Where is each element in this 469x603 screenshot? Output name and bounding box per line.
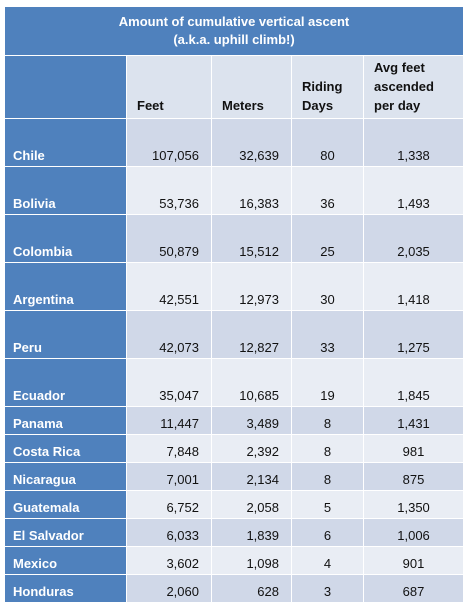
header-corner (4, 55, 127, 119)
meters-value: 2,392 (211, 434, 292, 463)
avg-feet-value: 687 (362, 574, 465, 603)
avg-feet-value: 1,845 (362, 358, 465, 407)
meters-value: 1,098 (211, 546, 292, 575)
riding-days-value: 5 (291, 490, 364, 519)
table-row: Honduras 2,060 628 3 687 (4, 574, 465, 603)
table-row: Guatemala 6,752 2,058 5 1,350 (4, 490, 465, 519)
header-days-line-2: Days (302, 98, 334, 113)
avg-feet-value: 1,431 (362, 406, 465, 435)
header-avg-line-3: per day (374, 98, 421, 113)
meters-value: 12,827 (211, 310, 292, 359)
country-name: Peru (4, 310, 127, 359)
feet-value: 50,879 (126, 214, 212, 263)
country-name: Ecuador (4, 358, 127, 407)
table-row: Costa Rica 7,848 2,392 8 981 (4, 434, 465, 463)
riding-days-value: 8 (291, 462, 364, 491)
ascent-table: Amount of cumulative vertical ascent (a.… (3, 6, 465, 603)
table-row: Ecuador 35,047 10,685 19 1,845 (4, 358, 465, 407)
country-name: Bolivia (4, 166, 127, 215)
table-row: Bolivia 53,736 16,383 36 1,493 (4, 166, 465, 215)
country-name: Guatemala (4, 490, 127, 519)
header-avg-line-2: ascended (374, 79, 434, 94)
riding-days-value: 25 (291, 214, 364, 263)
table-row: Nicaragua 7,001 2,134 8 875 (4, 462, 465, 491)
riding-days-value: 8 (291, 406, 364, 435)
country-name: Nicaragua (4, 462, 127, 491)
meters-value: 12,973 (211, 262, 292, 311)
table-row: El Salvador 6,033 1,839 6 1,006 (4, 518, 465, 547)
meters-value: 628 (211, 574, 292, 603)
country-name: Chile (4, 118, 127, 167)
riding-days-value: 36 (291, 166, 364, 215)
table-row: Argentina 42,551 12,973 30 1,418 (4, 262, 465, 311)
avg-feet-value: 1,275 (362, 310, 465, 359)
header-meters-label: Meters (222, 98, 264, 113)
feet-value: 35,047 (126, 358, 212, 407)
table-row: Panama 11,447 3,489 8 1,431 (4, 406, 465, 435)
riding-days-value: 19 (291, 358, 364, 407)
title-line-1: Amount of cumulative vertical ascent (118, 14, 350, 29)
meters-value: 16,383 (211, 166, 292, 215)
header-meters: Meters (211, 55, 292, 119)
avg-feet-value: 1,418 (362, 262, 465, 311)
country-name: Colombia (4, 214, 127, 263)
header-days-line-1: Riding (302, 79, 343, 94)
avg-feet-value: 1,350 (362, 490, 465, 519)
avg-feet-value: 2,035 (362, 214, 465, 263)
meters-value: 32,639 (211, 118, 292, 167)
header-avg-line-1: Avg feet (374, 60, 425, 75)
country-name: Costa Rica (4, 434, 127, 463)
feet-value: 2,060 (126, 574, 212, 603)
avg-feet-value: 1,493 (362, 166, 465, 215)
avg-feet-value: 875 (362, 462, 465, 491)
riding-days-value: 8 (291, 434, 364, 463)
meters-value: 10,685 (211, 358, 292, 407)
country-name: Argentina (4, 262, 127, 311)
riding-days-value: 33 (291, 310, 364, 359)
riding-days-value: 30 (291, 262, 364, 311)
meters-value: 2,134 (211, 462, 292, 491)
meters-value: 1,839 (211, 518, 292, 547)
country-name: El Salvador (4, 518, 127, 547)
table-row: Mexico 3,602 1,098 4 901 (4, 546, 465, 575)
avg-feet-value: 1,338 (362, 118, 465, 167)
riding-days-value: 4 (291, 546, 364, 575)
meters-value: 2,058 (211, 490, 292, 519)
feet-value: 3,602 (126, 546, 212, 575)
header-avg-feet: Avg feet ascended per day (362, 55, 465, 119)
feet-value: 42,073 (126, 310, 212, 359)
feet-value: 7,848 (126, 434, 212, 463)
country-name: Mexico (4, 546, 127, 575)
header-feet: Feet (126, 55, 212, 119)
header-riding-days: Riding Days (291, 55, 364, 119)
avg-feet-value: 901 (362, 546, 465, 575)
feet-value: 11,447 (126, 406, 212, 435)
feet-value: 107,056 (126, 118, 212, 167)
table-row: Peru 42,073 12,827 33 1,275 (4, 310, 465, 359)
table-body: Chile 107,056 32,639 80 1,338 Bolivia 53,736 16… (4, 118, 465, 603)
feet-value: 6,752 (126, 490, 212, 519)
meters-value: 3,489 (211, 406, 292, 435)
meters-value: 15,512 (211, 214, 292, 263)
feet-value: 6,033 (126, 518, 212, 547)
header-feet-label: Feet (137, 98, 164, 113)
avg-feet-value: 981 (362, 434, 465, 463)
title-line-2: (a.k.a. uphill climb!) (173, 32, 295, 47)
riding-days-value: 80 (291, 118, 364, 167)
feet-value: 42,551 (126, 262, 212, 311)
riding-days-value: 6 (291, 518, 364, 547)
country-name: Panama (4, 406, 127, 435)
table-title: Amount of cumulative vertical ascent (a.… (3, 6, 465, 56)
feet-value: 53,736 (126, 166, 212, 215)
table-row: Chile 107,056 32,639 80 1,338 (4, 118, 465, 167)
feet-value: 7,001 (126, 462, 212, 491)
avg-feet-value: 1,006 (362, 518, 465, 547)
riding-days-value: 3 (291, 574, 364, 603)
table-row: Colombia 50,879 15,512 25 2,035 (4, 214, 465, 263)
country-name: Honduras (4, 574, 127, 603)
